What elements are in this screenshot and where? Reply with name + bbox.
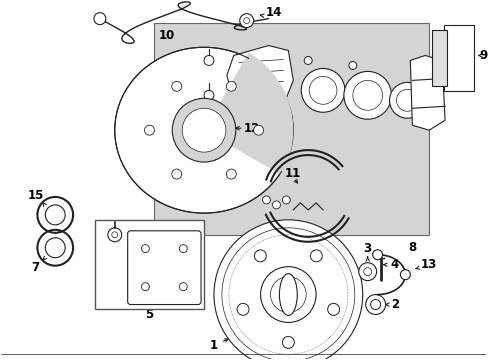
Text: 7: 7 (31, 261, 40, 274)
Circle shape (370, 300, 380, 310)
FancyBboxPatch shape (443, 24, 473, 91)
Text: 4: 4 (389, 258, 398, 271)
Circle shape (270, 276, 305, 312)
Circle shape (363, 268, 371, 276)
Text: 9: 9 (479, 49, 487, 62)
Circle shape (310, 250, 322, 262)
Text: 6: 6 (111, 228, 118, 238)
Text: 1: 1 (209, 339, 218, 352)
Ellipse shape (279, 274, 297, 315)
Circle shape (141, 245, 149, 253)
Circle shape (179, 245, 187, 253)
Wedge shape (203, 53, 293, 175)
Circle shape (214, 220, 362, 360)
Circle shape (254, 250, 266, 262)
Text: 8: 8 (407, 241, 416, 254)
Polygon shape (409, 55, 444, 130)
Circle shape (272, 201, 280, 209)
Circle shape (396, 89, 417, 111)
FancyBboxPatch shape (127, 231, 201, 305)
Bar (95, 220, 203, 310)
Text: 13: 13 (420, 258, 436, 271)
Circle shape (282, 336, 294, 348)
Circle shape (260, 267, 315, 323)
Circle shape (208, 150, 219, 160)
Circle shape (253, 125, 263, 135)
Polygon shape (154, 23, 428, 235)
Text: 2: 2 (390, 298, 399, 311)
Text: 14: 14 (264, 6, 281, 19)
Polygon shape (226, 45, 293, 110)
Circle shape (107, 228, 122, 242)
Circle shape (226, 81, 236, 91)
Circle shape (182, 108, 225, 152)
Circle shape (372, 250, 382, 260)
Circle shape (352, 80, 382, 110)
Circle shape (348, 62, 356, 69)
Text: 3: 3 (363, 242, 371, 255)
Circle shape (112, 232, 118, 238)
Circle shape (239, 14, 253, 28)
Circle shape (358, 263, 376, 280)
Circle shape (171, 81, 182, 91)
Text: 5: 5 (145, 308, 153, 321)
Circle shape (327, 303, 339, 315)
Circle shape (304, 57, 311, 64)
Ellipse shape (115, 47, 293, 213)
Circle shape (144, 125, 154, 135)
Text: 11: 11 (285, 167, 301, 180)
Text: 15: 15 (27, 189, 43, 202)
Circle shape (94, 13, 105, 24)
Text: 12: 12 (243, 122, 259, 135)
Circle shape (343, 71, 391, 119)
Circle shape (179, 283, 187, 291)
Circle shape (141, 283, 149, 291)
Circle shape (203, 125, 214, 135)
Circle shape (154, 258, 174, 278)
Circle shape (308, 76, 336, 104)
Circle shape (132, 236, 196, 300)
Circle shape (243, 18, 249, 24)
Circle shape (172, 98, 235, 162)
Circle shape (171, 169, 182, 179)
Circle shape (203, 90, 214, 100)
Circle shape (282, 196, 290, 204)
Text: 10: 10 (158, 29, 174, 42)
FancyBboxPatch shape (431, 30, 446, 86)
Circle shape (365, 294, 385, 315)
Circle shape (226, 169, 236, 179)
Circle shape (144, 248, 184, 288)
Circle shape (203, 55, 214, 66)
Circle shape (400, 270, 409, 280)
Circle shape (301, 68, 344, 112)
Circle shape (389, 82, 425, 118)
Circle shape (262, 196, 270, 204)
Circle shape (237, 303, 248, 315)
